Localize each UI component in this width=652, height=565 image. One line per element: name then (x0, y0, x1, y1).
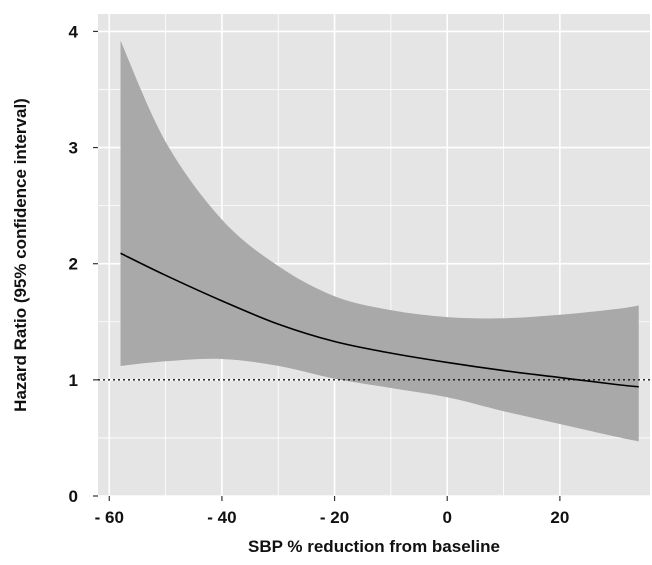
x-tick-label: - 20 (320, 508, 349, 527)
x-tick-label: 0 (442, 508, 451, 527)
x-tick-label: - 40 (207, 508, 236, 527)
confidence-band (120, 40, 639, 442)
x-axis-title: SBP % reduction from baseline (248, 537, 500, 556)
y-tick-label: 3 (69, 139, 78, 158)
x-tick-label: 20 (550, 508, 569, 527)
y-axis-ticks: 0 1 2 3 4 (69, 22, 98, 506)
y-tick-label: 1 (69, 371, 78, 390)
x-tick-label: - 60 (95, 508, 124, 527)
y-tick-label: 4 (69, 22, 79, 41)
y-tick-label: 2 (69, 255, 78, 274)
y-axis-title: Hazard Ratio (95% confidence interval) (11, 98, 30, 412)
y-tick-label: 0 (69, 487, 78, 506)
hazard-ratio-line (120, 252, 639, 388)
x-axis-ticks: - 60 - 40 - 20 0 20 (95, 496, 569, 527)
